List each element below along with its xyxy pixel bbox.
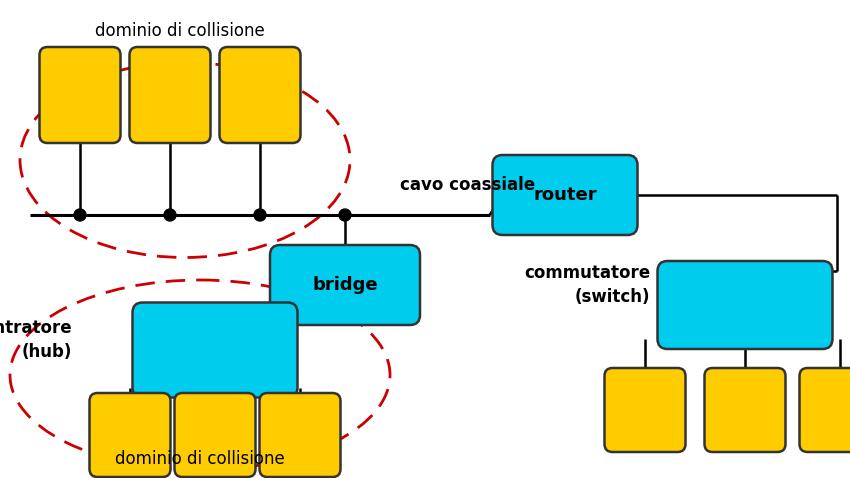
- Text: dominio di collisione: dominio di collisione: [115, 450, 285, 468]
- FancyBboxPatch shape: [800, 368, 850, 452]
- FancyBboxPatch shape: [705, 368, 785, 452]
- FancyBboxPatch shape: [219, 47, 301, 143]
- Circle shape: [164, 209, 176, 221]
- FancyBboxPatch shape: [658, 261, 832, 349]
- FancyBboxPatch shape: [270, 245, 420, 325]
- FancyBboxPatch shape: [89, 393, 171, 477]
- Text: bridge: bridge: [312, 276, 377, 294]
- FancyBboxPatch shape: [129, 47, 211, 143]
- FancyBboxPatch shape: [174, 393, 256, 477]
- FancyBboxPatch shape: [492, 155, 638, 235]
- FancyBboxPatch shape: [604, 368, 685, 452]
- Text: dominio di collisione: dominio di collisione: [95, 22, 265, 40]
- FancyBboxPatch shape: [259, 393, 341, 477]
- Circle shape: [339, 209, 351, 221]
- Text: cavo coassiale: cavo coassiale: [400, 176, 536, 194]
- Circle shape: [254, 209, 266, 221]
- FancyBboxPatch shape: [133, 303, 298, 398]
- Circle shape: [74, 209, 86, 221]
- FancyBboxPatch shape: [39, 47, 121, 143]
- Text: concentratore
(hub): concentratore (hub): [0, 319, 72, 361]
- Text: commutatore
(switch): commutatore (switch): [524, 264, 650, 306]
- Text: router: router: [533, 186, 597, 204]
